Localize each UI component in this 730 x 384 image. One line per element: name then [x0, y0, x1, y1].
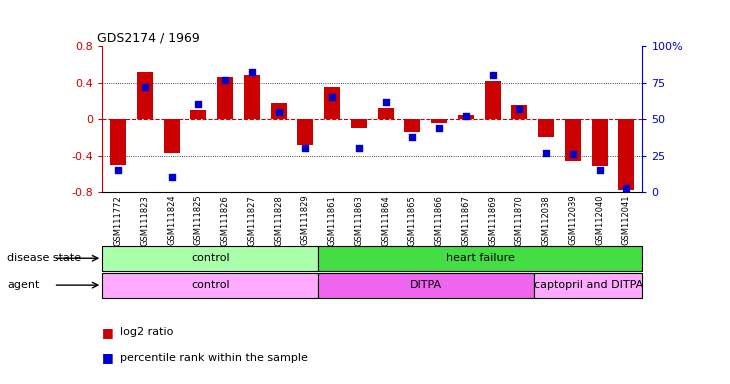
Point [139, 84, 151, 90]
Bar [431, 119, 447, 123]
Point [193, 101, 204, 108]
Point [540, 149, 552, 156]
Bar [191, 110, 207, 119]
Text: control: control [191, 280, 229, 290]
Bar [404, 119, 420, 132]
Bar [110, 119, 126, 165]
Point [166, 174, 177, 180]
Text: control: control [191, 253, 229, 263]
Point [407, 134, 418, 140]
Point [220, 76, 231, 83]
Bar [618, 119, 634, 190]
Point [620, 185, 632, 191]
Text: captopril and DITPA: captopril and DITPA [534, 280, 643, 290]
Bar [102, 273, 318, 298]
Point [513, 106, 525, 112]
Text: ■: ■ [102, 326, 114, 339]
Text: log2 ratio: log2 ratio [120, 327, 174, 337]
Point [353, 145, 365, 151]
Bar [534, 273, 642, 298]
Text: disease state: disease state [7, 253, 82, 263]
Bar [591, 119, 607, 167]
Bar [137, 71, 153, 119]
Bar [164, 119, 180, 153]
Bar [485, 81, 501, 119]
Bar [511, 105, 527, 119]
Bar [218, 77, 234, 119]
Bar [458, 115, 474, 119]
Point [326, 94, 338, 100]
Point [299, 145, 311, 151]
Bar [297, 119, 313, 144]
Point [434, 125, 445, 131]
Bar [102, 246, 318, 271]
Text: ■: ■ [102, 351, 114, 364]
Bar [324, 87, 340, 119]
Bar [351, 119, 367, 128]
Point [567, 151, 579, 157]
Bar [565, 119, 581, 161]
Text: agent: agent [7, 280, 39, 290]
Point [273, 109, 285, 115]
Point [112, 167, 124, 173]
Point [487, 72, 499, 78]
Point [246, 69, 258, 75]
Point [460, 113, 472, 119]
Point [593, 167, 605, 173]
Text: heart failure: heart failure [446, 253, 515, 263]
Point [380, 98, 391, 104]
Text: DITPA: DITPA [410, 280, 442, 290]
Bar [377, 108, 393, 119]
Bar [538, 119, 554, 137]
Bar [318, 246, 642, 271]
Bar [271, 103, 287, 119]
Bar [244, 75, 260, 119]
Bar [318, 273, 534, 298]
Text: percentile rank within the sample: percentile rank within the sample [120, 353, 308, 363]
Text: GDS2174 / 1969: GDS2174 / 1969 [97, 32, 199, 45]
